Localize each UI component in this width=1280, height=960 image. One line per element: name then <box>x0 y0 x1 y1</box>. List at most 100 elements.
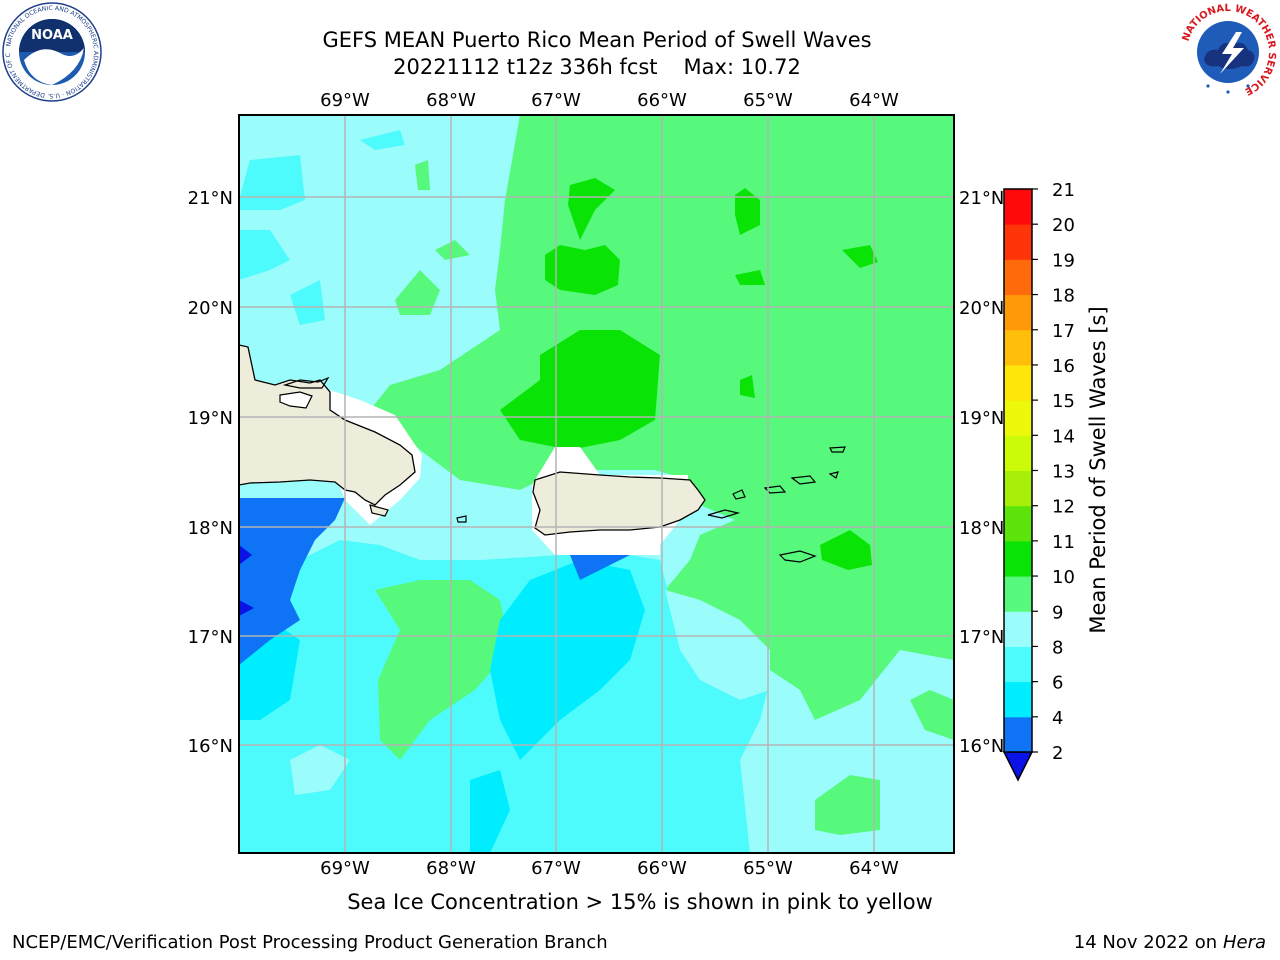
contour-10-11-north <box>545 245 620 295</box>
land-tortola <box>790 475 817 485</box>
colorbar-segment <box>1004 576 1032 612</box>
colorbar-tick-label: 14 <box>1052 426 1075 447</box>
lat-label: 18°N <box>188 518 233 539</box>
colorbar-segment <box>1004 364 1032 401</box>
land-saona <box>369 504 389 517</box>
colorbar-segment <box>1004 400 1032 436</box>
credit-branch: NCEP/EMC/Verification Post Processing Pr… <box>12 932 608 953</box>
lat-label: 20°N <box>959 298 1004 319</box>
colorbar-tick-label: 20 <box>1052 215 1075 236</box>
contour-9-10-patch <box>395 270 440 315</box>
contour-6-8-n <box>360 130 405 150</box>
colorbar-tick-label: 10 <box>1052 567 1075 588</box>
colorbar-tick-label: 15 <box>1052 391 1075 412</box>
lat-label: 17°N <box>188 627 233 648</box>
contour-10-11-north2 <box>568 178 615 240</box>
colorbar-segment <box>1004 611 1032 647</box>
contour-9-10-patch-c <box>435 240 470 260</box>
contour-9-10-patch-b <box>415 160 430 190</box>
lat-label: 17°N <box>959 627 1004 648</box>
contour-10-11-center <box>500 330 660 450</box>
lon-label: 65°W <box>743 90 793 111</box>
colorbar-segment <box>1004 716 1032 753</box>
colorbar-tick-label: 11 <box>1052 532 1075 553</box>
contour-6-centre <box>490 560 645 760</box>
colorbar-tick-label: 16 <box>1052 356 1075 377</box>
nws-logo: NATIONAL WEATHER SERVICE <box>1180 3 1277 100</box>
colorbar-tick-label: 4 <box>1052 708 1063 729</box>
colorbar-segment <box>1004 329 1032 366</box>
colorbar: 2 4 6 8 9 10 11 12 13 14 15 16 17 18 19 20 21 <box>1002 180 1075 782</box>
colorbar-label: Mean Period of Swell Waves [s] <box>1086 306 1110 634</box>
colorbar-tick-label: 13 <box>1052 462 1075 483</box>
map-title: GEFS MEAN Puerto Rico Mean Period of Swe… <box>322 28 872 52</box>
contour-6-8-nw2 <box>239 230 290 280</box>
contour-10-11-ne3 <box>735 270 765 285</box>
colorbar-tick-label: 8 <box>1052 637 1063 658</box>
contour-10-11-se <box>820 530 872 570</box>
land-hispaniola-bay <box>279 391 313 409</box>
contour-10-11-ne <box>735 188 760 235</box>
lon-labels-top: 69°W 68°W 67°W 66°W 65°W 64°W <box>320 90 899 111</box>
lat-label: 20°N <box>188 298 233 319</box>
contour-8-9-south-east <box>665 590 770 700</box>
contour-10-11-ne2 <box>842 245 878 268</box>
lat-label: 18°N <box>959 518 1004 539</box>
lat-labels-right: 21°N 20°N 19°N 18°N 17°N 16°N <box>959 188 1004 757</box>
lon-label: 69°W <box>320 858 370 879</box>
lat-label: 19°N <box>188 408 233 429</box>
lat-label: 19°N <box>959 408 1004 429</box>
max-value: Max: 10.72 <box>683 55 801 79</box>
lon-label: 68°W <box>426 858 476 879</box>
land-virgin-gorda <box>828 471 839 479</box>
map-subtitle: 20221112 t12z 336h fcst Max: 10.72 <box>0 54 1194 80</box>
contour-2-4-a <box>239 545 252 565</box>
lat-label: 21°N <box>188 188 233 209</box>
contour-4-6-south-pr <box>570 555 630 580</box>
contour-9-10-south-top <box>375 580 510 760</box>
contour-6-south <box>470 770 510 853</box>
lon-labels-bottom: 69°W 68°W 67°W 66°W 65°W 64°W <box>320 858 899 879</box>
lat-label: 16°N <box>188 736 233 757</box>
colorbar-segment <box>1004 505 1032 542</box>
lon-label: 68°W <box>426 90 476 111</box>
colorbar-extend-min <box>1002 751 1034 782</box>
contour-4-6-west <box>239 498 345 665</box>
lon-label: 67°W <box>531 90 581 111</box>
colorbar-segment <box>1004 189 1032 225</box>
colorbar-tick-label: 19 <box>1052 250 1075 271</box>
lat-label: 16°N <box>959 736 1004 757</box>
colorbar-segment <box>1004 294 1032 331</box>
colorbar-segment <box>1004 681 1032 718</box>
contour-6-8-nw3 <box>290 280 325 325</box>
colorbar-tick-label: 21 <box>1052 180 1075 201</box>
lon-label: 69°W <box>320 90 370 111</box>
land-vieques <box>707 509 741 519</box>
colorbar-segment <box>1004 259 1032 296</box>
noaa-wordmark: NOAA <box>31 28 73 43</box>
colorbar-segment <box>1004 435 1032 471</box>
land-mona <box>456 515 467 523</box>
land-culebra <box>732 489 746 500</box>
lon-label: 67°W <box>531 858 581 879</box>
lon-label: 65°W <box>743 858 793 879</box>
contour-2-4-b <box>239 600 254 616</box>
forecast-cycle: 20221112 t12z 336h fcst <box>393 55 658 79</box>
contour-10-11-e <box>740 375 755 398</box>
lon-label: 66°W <box>637 90 687 111</box>
graticule <box>239 115 954 853</box>
colorbar-tick-label: 17 <box>1052 321 1075 342</box>
colorbar-segment <box>1004 224 1032 260</box>
colorbar-segment <box>1004 646 1032 683</box>
noaa-logo: NATIONAL OCEANIC AND ATMOSPHERIC ADMINIS… <box>2 2 102 102</box>
lat-labels-left: 21°N 20°N 19°N 18°N 17°N 16°N <box>188 188 233 757</box>
sea-ice-note-text: Sea Ice Concentration > 15% is shown in … <box>347 890 933 914</box>
swell-period-field <box>239 115 954 853</box>
credit-date-text: 14 Nov 2022 on <box>1073 932 1218 953</box>
contour-8-9-south-west <box>290 745 350 795</box>
lon-label: 64°W <box>849 858 899 879</box>
lon-label: 64°W <box>849 90 899 111</box>
sea-ice-note: Sea Ice Concentration > 15% is shown in … <box>0 890 1280 914</box>
lon-label: 66°W <box>637 858 687 879</box>
